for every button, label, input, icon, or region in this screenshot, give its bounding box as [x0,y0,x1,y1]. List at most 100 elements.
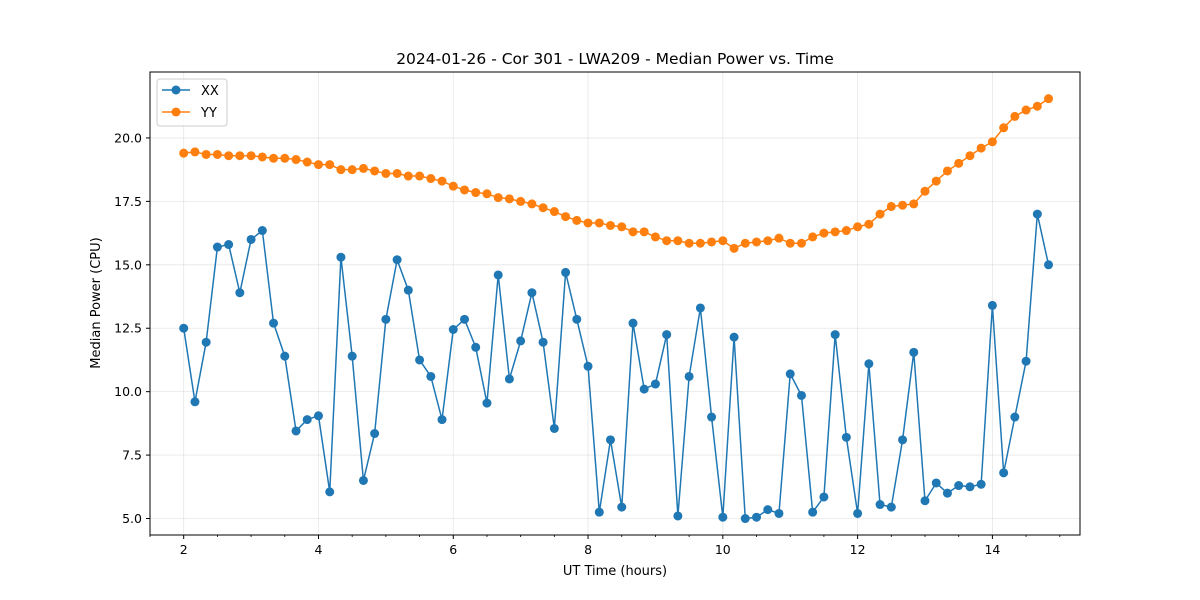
point-xx [752,512,762,522]
point-xx [471,342,481,352]
point-xx [504,374,514,384]
legend-label-yy: YY [200,106,217,121]
point-yy [437,176,447,186]
point-xx [257,226,267,236]
point-yy [662,236,672,246]
point-xx [302,415,312,425]
point-xx [190,397,200,407]
y-tick-label: 5.0 [122,511,142,526]
plot-series [179,94,1054,524]
point-xx [617,502,627,512]
point-xx [370,429,380,439]
point-yy [179,148,189,158]
point-yy [527,199,537,209]
point-xx [808,507,818,517]
point-yy [392,168,402,178]
x-tick-label: 6 [449,542,457,557]
point-xx [313,411,323,421]
point-yy [617,222,627,232]
point-yy [684,238,694,248]
point-yy [673,236,683,246]
point-xx [549,423,559,433]
legend-label-xx: XX [201,84,219,99]
point-xx [796,390,806,400]
point-xx [594,507,604,517]
point-yy [763,236,773,246]
y-tick-label: 17.5 [114,194,142,209]
point-xx [347,351,357,361]
point-xx [381,314,391,324]
y-axis-label: Median Power (CPU) [89,237,104,368]
point-yy [426,174,436,184]
x-tick-label: 12 [850,542,866,557]
point-xx [662,330,672,340]
point-yy [931,176,941,186]
point-yy [1010,111,1020,121]
y-tick-label: 20.0 [114,130,142,145]
point-yy [504,194,514,204]
x-tick-label: 8 [584,542,592,557]
point-xx [179,323,189,333]
point-yy [302,157,312,167]
point-yy [201,149,211,159]
point-yy [370,166,380,176]
point-yy [752,237,762,247]
point-xx [909,347,919,357]
point-xx [1044,260,1054,270]
plot-frame [149,71,1081,536]
point-xx [729,332,739,342]
x-tick-label: 10 [715,542,731,557]
grid [150,72,1080,535]
point-xx [965,482,975,492]
point-xx [763,505,773,515]
x-axis-label: UT Time (hours) [563,564,667,579]
point-yy [841,226,851,236]
point-yy [740,238,750,248]
point-xx [482,398,492,408]
point-yy [516,196,526,206]
legend-marker-xx [171,85,181,95]
point-yy [291,155,301,165]
point-xx [291,426,301,436]
point-xx [864,359,874,369]
point-yy [898,200,908,210]
point-yy [774,233,784,243]
point-yy [639,227,649,237]
point-yy [1021,105,1031,115]
point-yy [224,151,234,161]
point-yy [190,147,200,157]
point-xx [774,508,784,518]
point-xx [1032,209,1042,219]
point-yy [830,227,840,237]
point-yy [920,186,930,196]
point-yy [707,237,717,247]
y-tick-label: 7.5 [122,448,142,463]
point-yy [415,171,425,181]
point-xx [740,514,750,524]
point-xx [269,318,279,328]
point-yy [460,185,470,195]
x-tick-label: 14 [984,542,1000,557]
point-yy [347,165,357,175]
point-xx [628,318,638,328]
point-yy [650,232,660,242]
point-xx [437,415,447,425]
point-yy [594,218,604,228]
point-yy [538,203,548,213]
point-xx [448,325,458,334]
point-yy [1044,94,1054,104]
point-yy [257,152,267,162]
point-yy [325,160,335,170]
x-tick-label: 4 [315,542,323,557]
point-xx [572,314,582,324]
x-tick-label: 2 [180,542,188,557]
point-yy [853,222,863,232]
point-yy [583,218,593,228]
point-xx [246,234,256,244]
point-yy [246,151,256,161]
point-xx [358,475,368,485]
point-xx [493,270,503,280]
point-yy [605,220,615,230]
point-xx [516,336,526,346]
